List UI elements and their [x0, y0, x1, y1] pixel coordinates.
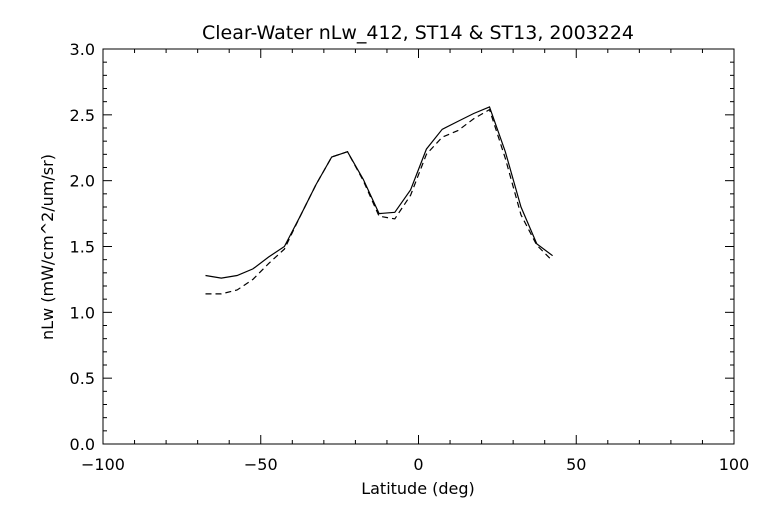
- x-tick-label: −100: [81, 455, 125, 474]
- chart-title: Clear-Water nLw_412, ST14 & ST13, 200322…: [202, 22, 634, 44]
- series-line-solid: [205, 106, 553, 279]
- y-tick-label: 0.0: [70, 435, 95, 454]
- y-tick-label: 2.5: [70, 106, 95, 125]
- series-line-dashed: [205, 108, 554, 295]
- x-tick-label: 50: [566, 455, 586, 474]
- y-tick-label: 0.5: [70, 369, 95, 388]
- x-tick-label: −50: [244, 455, 278, 474]
- y-tick-label: 1.0: [70, 303, 95, 322]
- y-tick-label: 1.5: [70, 238, 95, 257]
- x-tick-label: 0: [413, 455, 423, 474]
- series-layer: [205, 106, 554, 295]
- x-axis-label: Latitude (deg): [361, 479, 475, 498]
- x-tick-label: 100: [719, 455, 750, 474]
- y-axis-label: nLw (mW/cm^2/um/sr): [38, 154, 57, 340]
- y-tick-label: 2.0: [70, 172, 95, 191]
- axes-layer: −100 −50 0 50 100 0.0 0.5 1.0 1.5 2.0 2.5 3.0: [70, 40, 750, 474]
- plot-frame: [102, 48, 735, 445]
- y-tick-label: 3.0: [70, 40, 95, 59]
